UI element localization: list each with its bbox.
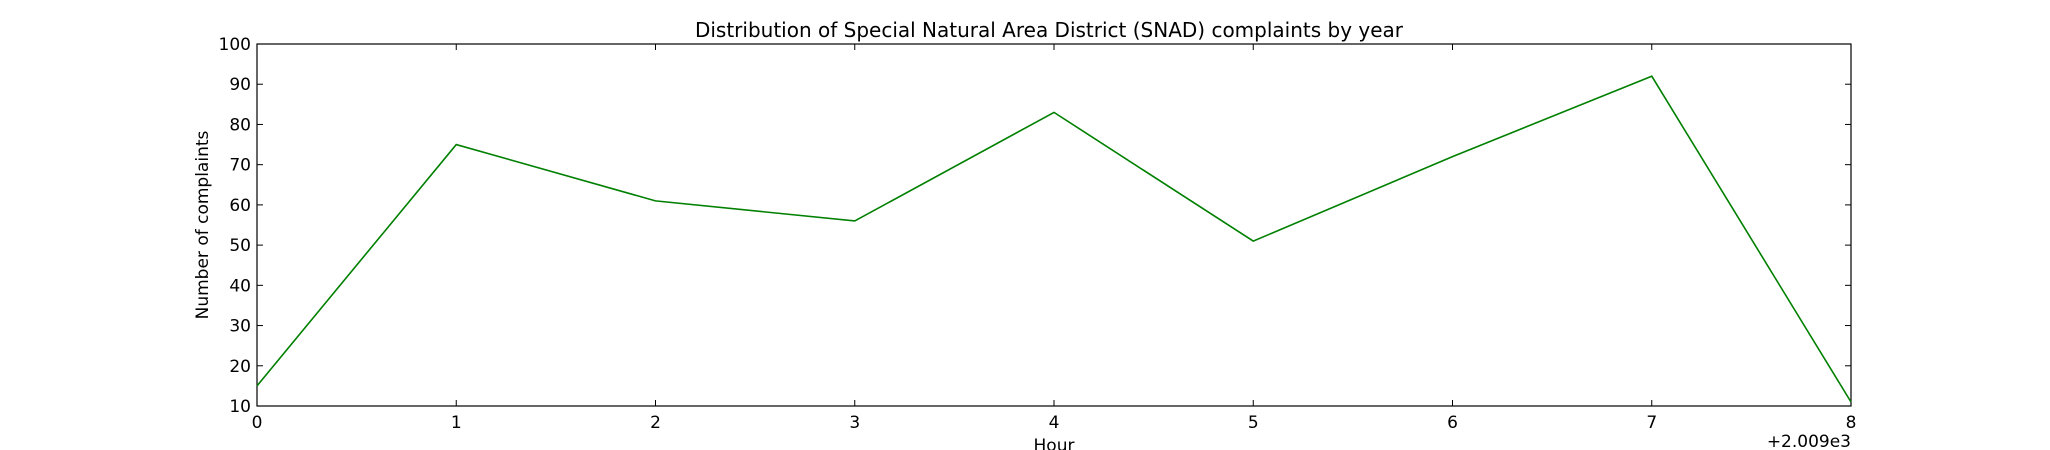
plot-area: 10 20 30 40 50 60 70 80 90 100 0 1 2 3 4 5 6 7 8 bbox=[219, 35, 1857, 433]
chart-title: Distribution of Special Natural Area Dis… bbox=[695, 18, 1404, 42]
y-tick-label: 60 bbox=[229, 196, 251, 216]
y-axis-ticks: 10 20 30 40 50 60 70 80 90 100 bbox=[219, 35, 1851, 417]
x-tick-label: 0 bbox=[252, 413, 263, 433]
x-axis-ticks: 0 1 2 3 4 5 6 7 8 bbox=[252, 44, 1857, 433]
x-tick-label: 5 bbox=[1248, 413, 1259, 433]
x-tick-label: 7 bbox=[1646, 413, 1657, 433]
y-tick-label: 70 bbox=[229, 156, 251, 176]
plot-frame bbox=[256, 43, 1852, 407]
x-tick-label: 1 bbox=[451, 413, 462, 433]
x-tick-label: 2 bbox=[650, 413, 661, 433]
x-axis-label: Hour bbox=[1034, 436, 1075, 450]
x-tick-label: 6 bbox=[1447, 413, 1458, 433]
x-tick-label: 4 bbox=[1049, 413, 1060, 433]
x-tick-label: 8 bbox=[1846, 413, 1857, 433]
y-tick-label: 50 bbox=[229, 236, 251, 256]
y-tick-label: 30 bbox=[229, 317, 251, 337]
series-line bbox=[256, 75, 1852, 403]
y-tick-label: 80 bbox=[229, 115, 251, 135]
x-tick-label: 3 bbox=[849, 413, 860, 433]
y-tick-label: 40 bbox=[229, 276, 251, 296]
y-axis-label: Number of complaints bbox=[193, 130, 213, 319]
y-tick-label: 10 bbox=[229, 397, 251, 417]
series-layer bbox=[256, 75, 1852, 403]
y-tick-label: 20 bbox=[229, 357, 251, 377]
x-axis-offset-label: +2.009e3 bbox=[1767, 432, 1851, 450]
y-tick-label: 90 bbox=[229, 75, 251, 95]
y-tick-label: 100 bbox=[219, 35, 251, 55]
